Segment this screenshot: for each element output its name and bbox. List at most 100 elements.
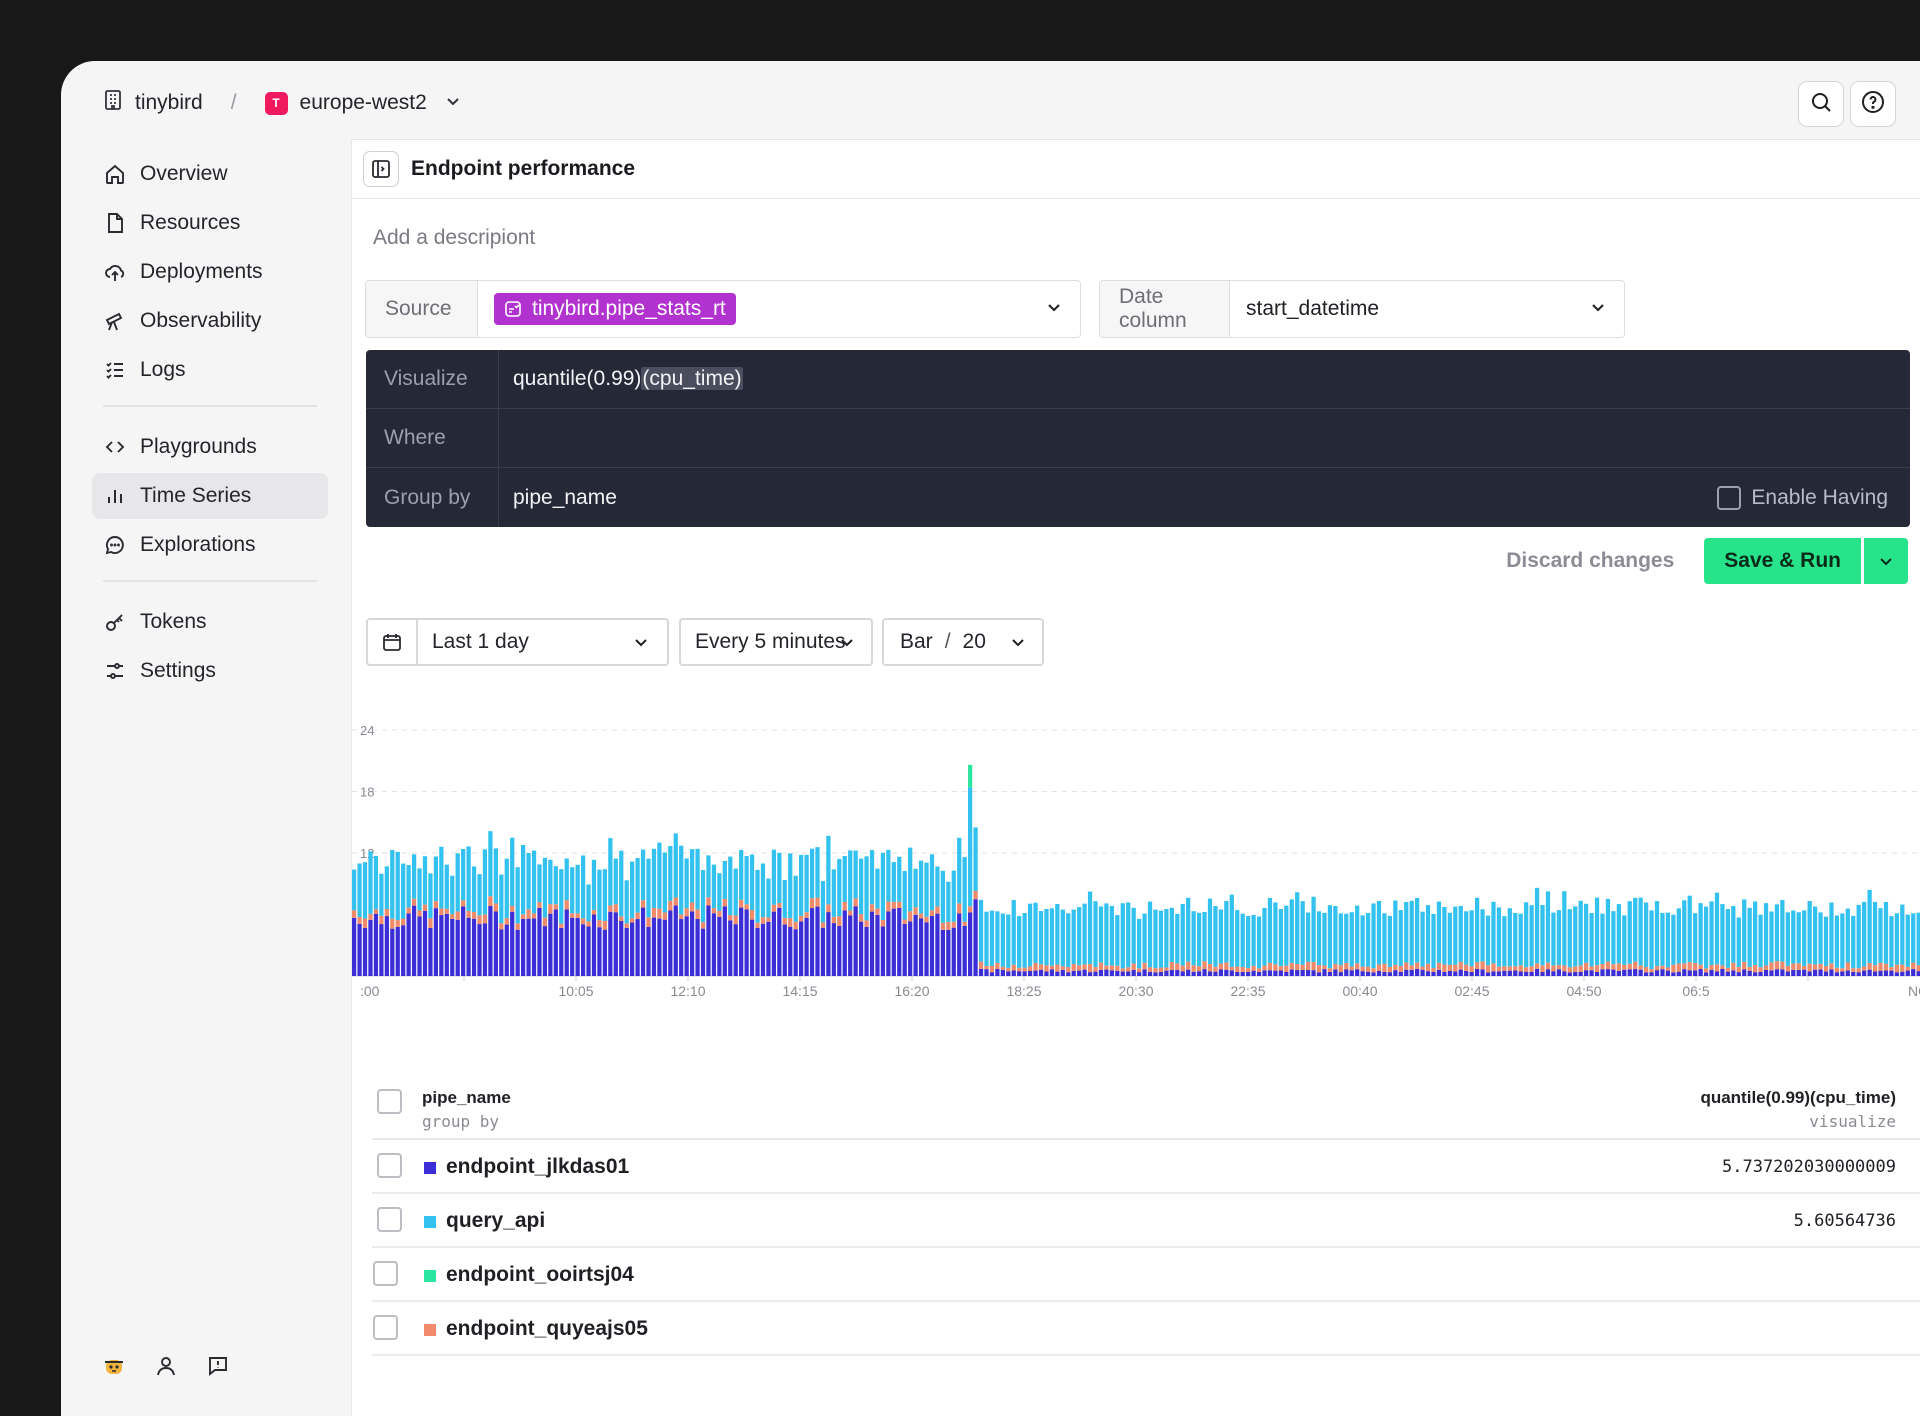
chat-icon (105, 536, 124, 555)
sidebar-item-deployments[interactable]: Deployments (92, 249, 328, 295)
help-button[interactable] (1850, 81, 1896, 127)
bar-segment (869, 850, 875, 905)
row-name: query_api (446, 1209, 546, 1232)
bar-segment (739, 849, 744, 900)
bar-segment (1153, 968, 1158, 973)
bar-segment (575, 864, 580, 914)
row-checkbox[interactable] (373, 1315, 398, 1340)
sidebar-item-resources[interactable]: Resources (92, 200, 328, 246)
column-header-name[interactable]: pipe_name (422, 1088, 511, 1107)
chevron-down-icon[interactable] (1590, 297, 1606, 321)
table-row[interactable]: query_api 5.60564736 (372, 1194, 1920, 1248)
sidebar-item-time-series[interactable]: Time Series (92, 473, 328, 519)
save-run-dropdown[interactable] (1864, 538, 1908, 584)
sidebar-item-logs[interactable]: Logs (92, 347, 328, 393)
bar-segment (1856, 972, 1861, 976)
description-input[interactable]: Add a descripiont (373, 226, 536, 249)
bar-chart-icon (108, 490, 122, 503)
chevron-down-icon[interactable] (1046, 297, 1062, 321)
search-button[interactable] (1798, 81, 1844, 127)
bar-segment (766, 917, 771, 922)
bar-segment (515, 929, 520, 976)
bar-segment (1796, 963, 1801, 971)
source-select[interactable]: Source tinybird.pipe_stats_rt (365, 280, 1081, 338)
bar-segment (1480, 969, 1485, 976)
date-column-select[interactable]: Date column start_datetime (1099, 280, 1625, 338)
visualize-selection: (cpu_time) (641, 367, 743, 390)
bar-segment (1496, 907, 1502, 967)
bar-segment (1818, 912, 1823, 964)
chart-type-select[interactable]: Bar / 20 (882, 618, 1044, 666)
column-header-name-sub: group by (422, 1112, 500, 1131)
chevron-down-icon[interactable] (445, 91, 461, 115)
bar-segment (1333, 906, 1338, 965)
page-title: Endpoint performance (411, 157, 636, 180)
bar-segment (1333, 969, 1338, 976)
bar-segment (1693, 913, 1698, 963)
bar-segment (1022, 967, 1027, 972)
row-checkbox[interactable] (377, 1207, 402, 1232)
visualize-input[interactable]: quantile(0.99)(cpu_time) (499, 367, 743, 391)
table-row[interactable]: endpoint_quyeajs05 (372, 1302, 1920, 1356)
interval-select[interactable]: Every 5 minutes (679, 618, 873, 666)
select-all-checkbox[interactable] (377, 1089, 402, 1114)
bar-segment (700, 928, 706, 976)
save-run-button[interactable]: Save & Run (1704, 538, 1861, 584)
sidebar-item-settings[interactable]: Settings (92, 648, 328, 694)
bar-segment (1687, 970, 1692, 976)
region-name[interactable]: europe-west2 (299, 91, 427, 114)
column-header-value[interactable]: quantile(0.99)(cpu_time) (1700, 1088, 1896, 1107)
bar-segment (537, 902, 542, 908)
bar-segment (1894, 972, 1899, 976)
user-icon[interactable] (155, 1355, 177, 1382)
table-row[interactable]: endpoint_ooirtsj04 (372, 1248, 1920, 1302)
bar-segment (1496, 966, 1502, 972)
bar-segment (1878, 962, 1883, 971)
bar-segment (531, 850, 537, 914)
groupby-input[interactable]: pipe_name (513, 485, 617, 509)
discard-changes-button[interactable]: Discard changes (1506, 549, 1675, 572)
bar-segment (1093, 966, 1098, 972)
workspace-name[interactable]: tinybird (135, 91, 203, 114)
groupby-row[interactable]: Group by pipe_name Enable Having (366, 468, 1910, 527)
bar-segment (858, 921, 864, 976)
bar-segment (417, 868, 422, 911)
source-chip[interactable]: tinybird.pipe_stats_rt (494, 293, 736, 325)
bar-segment (1872, 965, 1878, 972)
table-row[interactable]: endpoint_jlkdas01 5.737202030000009 (372, 1140, 1920, 1194)
sidebar-divider (103, 405, 317, 407)
bar-segment (1802, 910, 1807, 966)
sidebar-item-explorations[interactable]: Explorations (92, 522, 328, 568)
bar-segment (886, 911, 891, 976)
sidebar-item-observability[interactable]: Observability (92, 298, 328, 344)
bar-segment (1725, 967, 1730, 972)
bar-segment (1398, 971, 1403, 976)
row-checkbox[interactable] (373, 1261, 398, 1286)
sidebar-item-tokens[interactable]: Tokens (92, 599, 328, 645)
bar-segment (788, 926, 793, 976)
panel-toggle-button[interactable] (363, 151, 399, 187)
visualize-row[interactable]: Visualize quantile(0.99)(cpu_time) (366, 350, 1910, 409)
bird-avatar-icon[interactable] (103, 1355, 125, 1382)
row-checkbox[interactable] (377, 1153, 402, 1178)
bar-segment (1889, 916, 1894, 968)
bar-segment (1622, 964, 1627, 970)
feedback-icon[interactable] (207, 1355, 229, 1382)
sidebar-item-playgrounds[interactable]: Playgrounds (92, 424, 328, 470)
bar-segment (875, 868, 880, 909)
enable-having-toggle[interactable]: Enable Having (1717, 485, 1888, 510)
bar-segment (1104, 969, 1109, 976)
bar-segment (1393, 900, 1398, 965)
sidebar-item-overview[interactable]: Overview (92, 151, 328, 197)
bar-segment (1693, 970, 1698, 976)
where-row[interactable]: Where (366, 409, 1910, 468)
bar-segment (1180, 965, 1185, 972)
bar-segment (1175, 970, 1180, 976)
bar-segment (1082, 964, 1087, 970)
bar-segment (1725, 971, 1730, 976)
bar-segment (580, 855, 586, 919)
enable-having-checkbox[interactable] (1717, 485, 1742, 510)
date-range-select[interactable]: Last 1 day (366, 618, 669, 666)
bar-segment (662, 912, 667, 920)
